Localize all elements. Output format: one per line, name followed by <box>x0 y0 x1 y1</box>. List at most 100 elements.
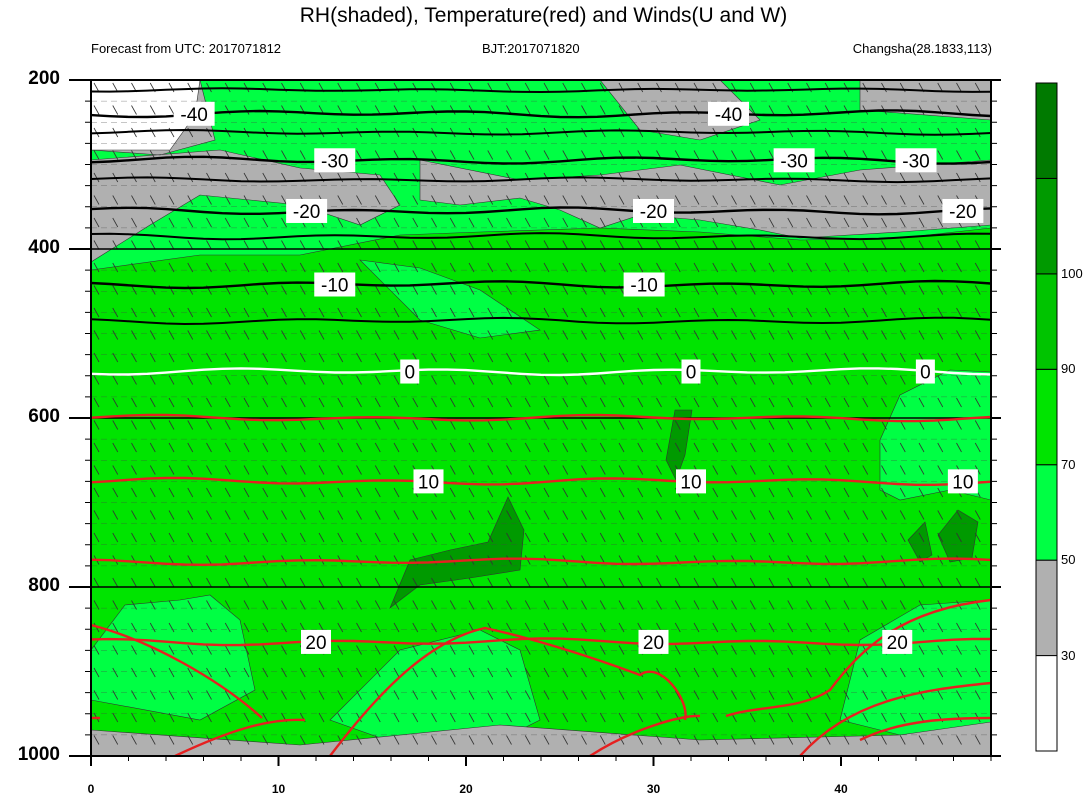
wind-barb <box>149 532 156 543</box>
wind-barb <box>149 420 156 430</box>
wind-barb <box>674 667 681 678</box>
contour-label: -30 <box>902 151 929 172</box>
wind-barb <box>731 622 737 633</box>
wind-barb <box>168 622 175 633</box>
wind-barb <box>337 712 344 723</box>
wind-barb <box>112 622 119 633</box>
wind-barb <box>862 577 869 588</box>
wind-barb <box>187 172 194 183</box>
wind-barb <box>374 195 381 205</box>
wind-barb <box>206 667 212 678</box>
wind-barb <box>506 577 512 588</box>
wind-barb <box>843 375 850 385</box>
wind-barb <box>449 217 456 228</box>
wind-barb <box>637 307 644 318</box>
wind-barb <box>974 667 981 678</box>
wind-barb <box>787 510 794 520</box>
wind-barb <box>881 510 887 520</box>
wind-barb <box>468 150 475 160</box>
wind-barb <box>937 577 944 588</box>
wind-barb <box>749 510 756 520</box>
wind-barb <box>674 307 681 318</box>
wind-barb <box>506 397 512 408</box>
wind-barb <box>374 532 381 543</box>
wind-barb <box>618 690 625 700</box>
wind-barb <box>787 352 794 363</box>
contour-label-box <box>638 629 669 654</box>
wind-barb <box>712 735 719 745</box>
wind-barb <box>224 307 231 318</box>
wind-barb <box>674 330 681 340</box>
wind-barb <box>487 285 494 295</box>
wind-barb <box>374 285 381 295</box>
wind-barb <box>393 510 400 520</box>
wind-barb <box>806 352 812 363</box>
wind-barb <box>693 195 700 205</box>
wind-barb <box>787 217 794 228</box>
wind-barb <box>749 690 756 700</box>
wind-barb <box>449 262 456 273</box>
wind-barb <box>637 375 644 385</box>
wind-barb <box>937 397 944 408</box>
wind-barb <box>693 577 700 588</box>
wind-barb <box>412 712 419 723</box>
wind-barb <box>768 667 775 678</box>
wind-barb <box>112 712 119 723</box>
wind-barb <box>674 577 681 588</box>
wind-barb <box>956 127 962 138</box>
wind-barb <box>412 150 419 160</box>
wind-barb <box>412 397 419 408</box>
wind-barb <box>149 622 156 633</box>
wind-barb <box>693 735 700 745</box>
wind-barb <box>206 645 212 655</box>
wind-barb <box>974 330 981 340</box>
wind-barb <box>318 487 325 498</box>
wind-barb <box>449 532 456 543</box>
wind-barb <box>243 690 250 700</box>
wind-barb <box>149 330 156 340</box>
wind-barb <box>337 510 344 520</box>
wind-barb <box>956 150 962 160</box>
wind-barb <box>468 645 475 655</box>
wind-barb <box>149 510 156 520</box>
wind-barb <box>206 690 212 700</box>
wind-barb <box>506 600 512 610</box>
rh-saturated-patch-center <box>389 496 525 609</box>
wind-barb <box>374 487 381 498</box>
wind-barb <box>243 487 250 498</box>
wind-barb <box>506 532 512 543</box>
wind-barb <box>918 465 925 475</box>
wind-barb <box>599 375 606 385</box>
wind-barb <box>93 285 100 295</box>
contour-label: 10 <box>418 472 439 493</box>
wind-barb <box>112 645 119 655</box>
wind-barb <box>806 577 812 588</box>
wind-barb <box>337 307 344 318</box>
wind-barb <box>974 172 981 183</box>
wind-barb <box>206 397 212 408</box>
wind-barb <box>581 667 587 678</box>
wind-barb <box>881 172 887 183</box>
wind-barb <box>393 420 400 430</box>
wind-barb <box>281 690 287 700</box>
wind-barb <box>543 240 550 250</box>
wind-barb <box>131 645 137 655</box>
wind-barb <box>956 690 962 700</box>
wind-barb <box>224 577 231 588</box>
wind-barb <box>768 330 775 340</box>
wind-barb <box>843 532 850 543</box>
wind-barb <box>431 420 437 430</box>
wind-barb <box>862 375 869 385</box>
wind-barb <box>731 240 737 250</box>
wind-barb <box>599 240 606 250</box>
wind-barb <box>524 577 531 588</box>
wind-barb <box>299 150 306 160</box>
wind-barb <box>224 127 231 138</box>
wind-barb <box>262 555 269 565</box>
wind-barb <box>637 712 644 723</box>
wind-barb <box>168 735 175 745</box>
wind-barb <box>168 487 175 498</box>
wind-barb <box>656 532 662 543</box>
wind-barb <box>187 645 194 655</box>
wind-barb <box>899 532 906 543</box>
